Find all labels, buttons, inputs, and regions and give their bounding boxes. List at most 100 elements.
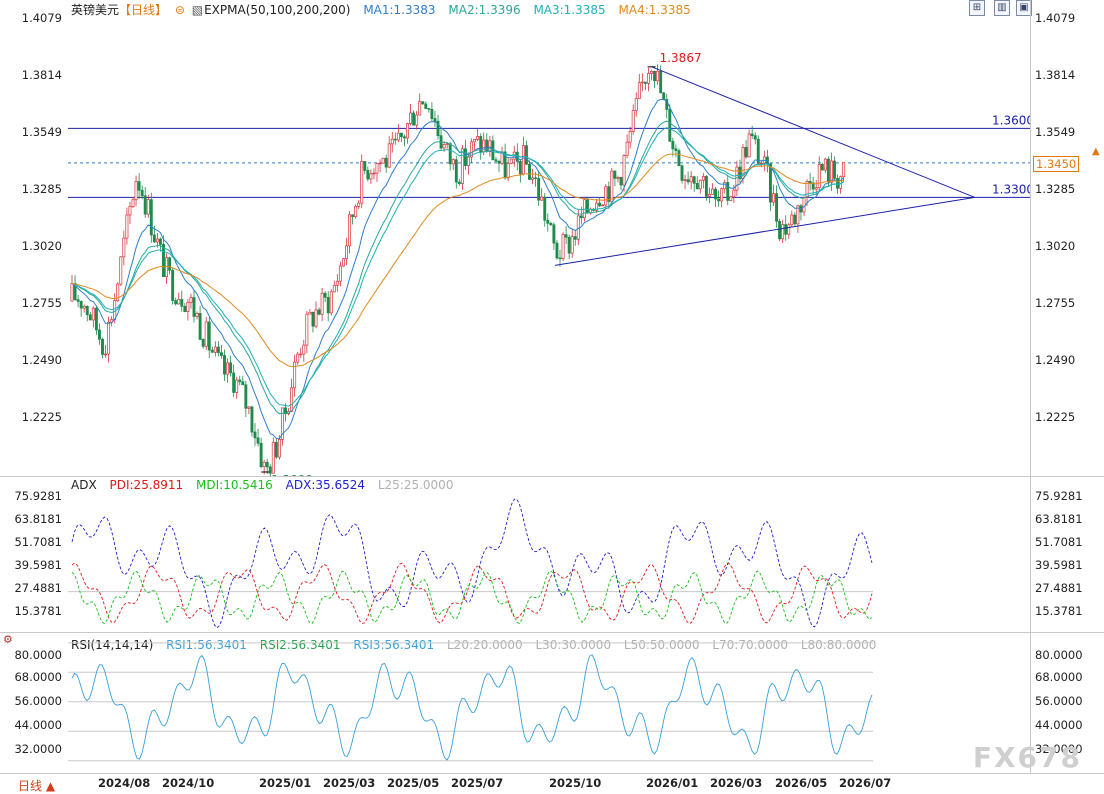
candle-body xyxy=(158,238,162,245)
candle-body xyxy=(683,179,687,181)
candle-body xyxy=(366,170,370,180)
candle-body xyxy=(476,136,480,140)
candle-body xyxy=(680,165,684,181)
candle-body xyxy=(543,196,547,221)
candle-body xyxy=(561,234,565,259)
price-tick: 1.2490 xyxy=(1035,353,1076,367)
candle-body xyxy=(418,101,422,116)
candle-body xyxy=(717,198,721,202)
candle-body xyxy=(485,139,489,153)
adx-axis-right: 75.9281 63.8181 51.7081 39.5981 27.4881 … xyxy=(1031,477,1104,632)
candle-body xyxy=(168,257,172,271)
candle-body xyxy=(277,439,281,458)
l80-value: L80:80.0000 xyxy=(800,638,877,652)
adx-title: ADX xyxy=(71,478,97,492)
candle-body xyxy=(833,160,836,179)
candle-body xyxy=(338,265,342,282)
candle-body xyxy=(448,143,452,165)
rsi-tick: 44.0000 xyxy=(1035,718,1083,732)
zoom-in-icon[interactable]: ⊞ xyxy=(969,0,985,16)
candle-body xyxy=(351,214,355,217)
price-tick: 1.3020 xyxy=(21,239,62,253)
candle-body xyxy=(381,157,385,164)
candle-body xyxy=(122,237,126,258)
adx-line xyxy=(71,498,873,629)
adx-tick: 75.9281 xyxy=(14,489,62,503)
candle-body xyxy=(552,224,556,244)
candle-body xyxy=(192,297,196,317)
candle-body xyxy=(537,178,541,201)
candle-body xyxy=(768,163,772,203)
candle-body xyxy=(116,283,120,301)
adx-panel[interactable] xyxy=(68,477,1031,632)
eye-icon[interactable]: ⊜ xyxy=(174,3,185,17)
candle-body xyxy=(107,321,111,355)
price-axis-right[interactable]: 1.4079 1.3814 1.3549 1.3285 1.3020 1.275… xyxy=(1031,0,1104,476)
x-tick: 2024/10 xyxy=(162,776,215,790)
x-tick: 2024/08 xyxy=(98,776,151,790)
candle-body xyxy=(305,313,309,346)
candle-body xyxy=(616,177,620,179)
candle-body xyxy=(399,132,403,138)
candle-body xyxy=(521,145,525,175)
period-selector[interactable]: 日线 ▲ xyxy=(18,779,56,793)
candle-body xyxy=(384,157,388,168)
ma2-value: MA2:1.3396 xyxy=(448,3,521,17)
period-label[interactable]: 【日线】 xyxy=(119,3,168,17)
rsi-tick: 80.0000 xyxy=(14,648,62,662)
adx-legend: ADX PDI:25.8911 MDI:10.5416 ADX:35.6524 … xyxy=(71,478,462,492)
candle-body xyxy=(210,349,214,353)
candle-body xyxy=(467,156,470,167)
adx-tick: 39.5981 xyxy=(14,558,62,572)
candle-body xyxy=(546,219,550,224)
candle-body xyxy=(445,143,449,145)
l30-value: L30:30.0000 xyxy=(535,638,612,652)
close-panel-icon[interactable]: ▣ xyxy=(1016,0,1032,16)
candle-body xyxy=(781,224,785,240)
candle-body xyxy=(790,214,794,226)
candle-body xyxy=(775,193,779,222)
candle-body xyxy=(686,179,690,183)
candle-body xyxy=(506,162,510,179)
candle-body xyxy=(186,301,190,312)
triangle-upper-line xyxy=(651,66,975,198)
rsi1-value: RSI1:56.3401 xyxy=(166,638,247,652)
candle-body xyxy=(817,163,821,189)
candle-body xyxy=(79,301,83,309)
candle-body xyxy=(595,202,599,211)
rsi-line xyxy=(71,654,873,761)
candle-body xyxy=(747,133,751,158)
current-price-tag: 1.3450 xyxy=(1033,156,1080,172)
candle-body xyxy=(704,176,708,197)
candle-body xyxy=(558,257,562,260)
candle-body xyxy=(659,70,663,94)
candle-body xyxy=(406,123,409,139)
adx-value: ADX:35.6524 xyxy=(285,478,365,492)
candle-body xyxy=(750,133,754,137)
candle-body xyxy=(238,379,242,383)
candle-body xyxy=(357,202,361,207)
candle-body xyxy=(726,182,730,201)
candle-body xyxy=(372,172,376,175)
candle-body xyxy=(518,161,522,175)
candle-body xyxy=(88,314,92,321)
rsi-legend: RSI(14,14,14) RSI1:56.3401 RSI2:56.3401 … xyxy=(71,638,885,652)
rsi-tick: 68.0000 xyxy=(14,670,62,684)
candle-body xyxy=(332,284,336,293)
candle-body xyxy=(625,141,629,156)
rsi-panel[interactable] xyxy=(68,633,1031,773)
layout-icon[interactable]: ▥ xyxy=(994,0,1010,16)
candle-body xyxy=(823,158,827,171)
candle-body xyxy=(378,162,382,165)
candle-body xyxy=(564,234,568,238)
expma-label[interactable]: EXPMA(50,100,200,200) xyxy=(204,3,351,17)
candle-body xyxy=(226,362,229,375)
candle-body xyxy=(540,196,544,201)
rsi-tick: 32.0000 xyxy=(1035,742,1083,756)
candle-body xyxy=(836,178,840,189)
settings-gear-icon[interactable]: ⚙ xyxy=(3,633,13,646)
candle-body xyxy=(430,109,434,119)
adx-tick: 27.4881 xyxy=(1035,581,1083,595)
indicator-icon: ▧ xyxy=(191,3,204,17)
